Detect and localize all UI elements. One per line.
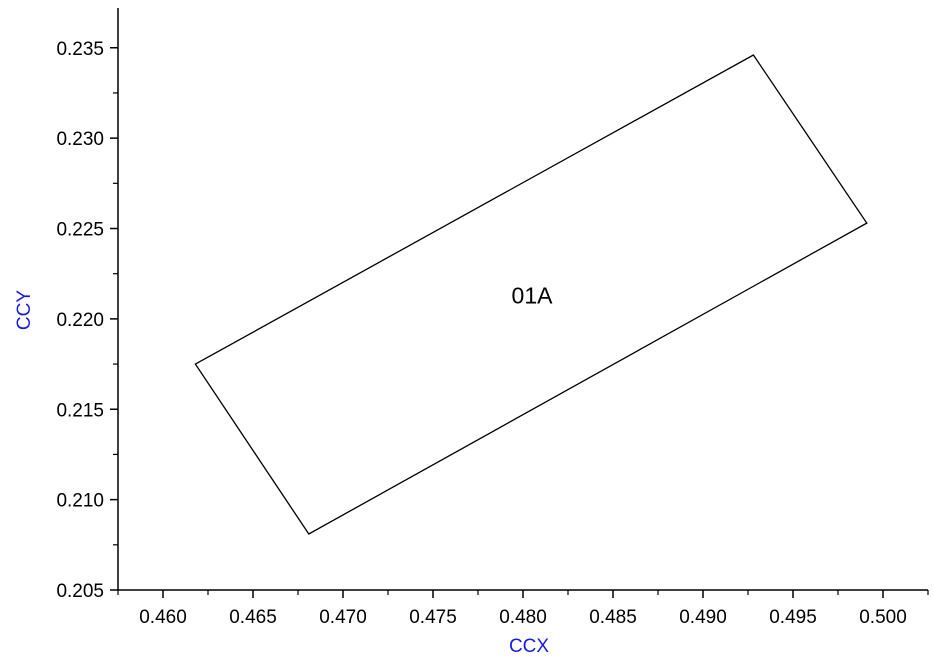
- series-outline-01A: [194, 54, 868, 535]
- x-tick-label: 0.470: [319, 607, 367, 628]
- y-tick-label: 0.220: [56, 310, 104, 331]
- region-label: 01A: [512, 282, 554, 308]
- y-tick-label: 0.210: [56, 491, 104, 512]
- y-tick-label: 0.205: [56, 581, 104, 602]
- x-tick-label: 0.465: [229, 607, 277, 628]
- plot-area: 01A: [194, 54, 868, 535]
- x-tick-label: 0.475: [409, 607, 457, 628]
- x-tick-label: 0.495: [769, 607, 817, 628]
- x-tick-label: 0.460: [139, 607, 187, 628]
- y-tick-label: 0.225: [56, 220, 104, 241]
- x-axis-title: CCX: [509, 636, 549, 656]
- y-axis-title: CCY: [14, 290, 35, 330]
- y-tick-label: 0.235: [56, 39, 104, 60]
- x-tick-label: 0.490: [679, 607, 727, 628]
- y-tick-label: 0.230: [56, 129, 104, 150]
- x-tick-label: 0.480: [499, 607, 547, 628]
- x-axis-ticks: 0.460 0.465 0.470 0.475 0.480 0.485 0.490 0.495…: [117, 590, 929, 628]
- y-tick-label: 0.215: [56, 400, 104, 421]
- x-tick-label: 0.485: [589, 607, 637, 628]
- y-axis-ticks: 0.205 0.210 0.215 0.220 0.225 0.230 0.235: [56, 39, 118, 602]
- x-tick-label: 0.500: [859, 607, 907, 628]
